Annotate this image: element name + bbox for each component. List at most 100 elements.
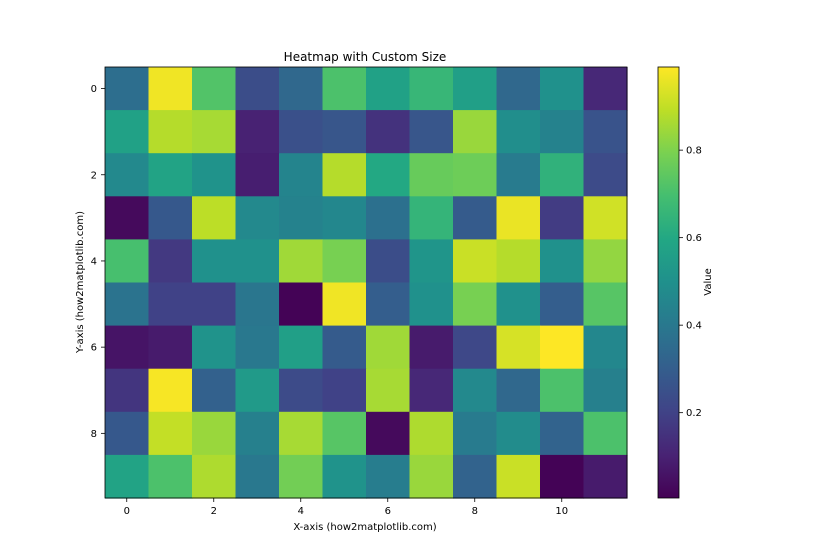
x-tick-label: 10 xyxy=(555,506,568,517)
heatmap-cell xyxy=(540,239,585,284)
heatmap-cell xyxy=(105,110,150,154)
heatmap-cell xyxy=(409,239,454,284)
y-tick-label: 4 xyxy=(91,256,97,267)
heatmap-cell xyxy=(366,411,411,456)
heatmap-cell xyxy=(453,325,498,370)
heatmap-cell xyxy=(409,196,454,240)
heatmap-cell xyxy=(409,110,454,154)
heatmap-cell xyxy=(105,282,150,327)
heatmap-cell xyxy=(322,368,367,413)
heatmap-cell xyxy=(192,282,237,327)
heatmap-cell xyxy=(409,325,454,370)
y-tick-label: 6 xyxy=(91,343,97,354)
heatmap-cell xyxy=(235,110,280,154)
heatmap-cell xyxy=(192,110,237,154)
heatmap-cell xyxy=(366,110,411,154)
heatmap-cell xyxy=(148,239,193,284)
heatmap-cell xyxy=(235,153,280,197)
heatmap-cell xyxy=(409,153,454,197)
heatmap-cell xyxy=(235,282,280,327)
heatmap-cell xyxy=(322,196,367,240)
heatmap-cell xyxy=(105,454,150,499)
heatmap-cell xyxy=(322,282,367,327)
heatmap-cell xyxy=(409,411,454,456)
heatmap-cell xyxy=(540,67,585,111)
chart-title: Heatmap with Custom Size xyxy=(284,50,447,64)
axes: 0 2 4 6 8 10 0 2 4 6 8 xyxy=(91,66,628,517)
heatmap-cell xyxy=(192,67,237,111)
heatmap-cell xyxy=(322,110,367,154)
heatmap-cell xyxy=(409,282,454,327)
heatmap-cell xyxy=(148,411,193,456)
heatmap-cell xyxy=(453,282,498,327)
heatmap-cell xyxy=(148,153,193,197)
heatmap-cell xyxy=(105,239,150,284)
heatmap-cell xyxy=(496,67,541,111)
heatmap-cell xyxy=(322,325,367,370)
heatmap-cell xyxy=(322,454,367,499)
heatmap-cell xyxy=(192,368,237,413)
heatmap-cell xyxy=(409,67,454,111)
heatmap-cell xyxy=(496,110,541,154)
heatmap-cell xyxy=(409,454,454,499)
heatmap-cell xyxy=(148,282,193,327)
heatmap-cell xyxy=(105,67,150,111)
heatmap-cell xyxy=(192,153,237,197)
heatmap-cell xyxy=(366,67,411,111)
heatmap-cell xyxy=(322,239,367,284)
heatmap-cell xyxy=(105,368,150,413)
heatmap-cell xyxy=(453,67,498,111)
heatmap-cell xyxy=(453,411,498,456)
heatmap-cell xyxy=(366,454,411,499)
heatmap-cell xyxy=(148,110,193,154)
heatmap-cell xyxy=(279,153,324,197)
heatmap-cell xyxy=(192,196,237,240)
heatmap-cell xyxy=(540,368,585,413)
heatmap-cell xyxy=(453,196,498,240)
heatmap-cell xyxy=(235,67,280,111)
heatmap-cell xyxy=(540,325,585,370)
heatmap-cell xyxy=(409,368,454,413)
heatmap-cell xyxy=(366,325,411,370)
heatmap-cell xyxy=(366,239,411,284)
heatmap-cell xyxy=(105,196,150,240)
heatmap-cell xyxy=(453,368,498,413)
colorbar-ticks: 0.2 0.4 0.6 0.8 xyxy=(679,146,702,419)
colorbar xyxy=(657,66,680,499)
colorbar-tick-label: 0.8 xyxy=(686,146,702,157)
heatmap-cell xyxy=(148,196,193,240)
heatmap-cell xyxy=(496,368,541,413)
heatmap-cell xyxy=(279,67,324,111)
heatmap-cell xyxy=(148,368,193,413)
heatmap-cell xyxy=(105,325,150,370)
heatmap-cell xyxy=(279,411,324,456)
heatmap-cell xyxy=(366,368,411,413)
colorbar-tick-label: 0.6 xyxy=(686,233,702,244)
heatmap-cell xyxy=(583,153,628,197)
heatmap-cell xyxy=(583,196,628,240)
heatmap-cell xyxy=(105,153,150,197)
heatmap-cell xyxy=(583,454,628,499)
heatmap-cell xyxy=(453,153,498,197)
heatmap-cell xyxy=(583,67,628,111)
heatmap-cell xyxy=(583,110,628,154)
heatmap-cell xyxy=(496,153,541,197)
x-tick-label: 8 xyxy=(472,506,478,517)
heatmap-cell xyxy=(453,454,498,499)
heatmap-cell xyxy=(235,325,280,370)
heatmap-cell xyxy=(496,239,541,284)
heatmap-cell xyxy=(279,110,324,154)
heatmap-cell xyxy=(453,239,498,284)
heatmap-cell xyxy=(496,325,541,370)
colorbar-tick-label: 0.2 xyxy=(686,408,702,419)
heatmap-cell xyxy=(192,454,237,499)
heatmap-cell xyxy=(583,368,628,413)
x-tick-label: 6 xyxy=(385,506,391,517)
heatmap-cell xyxy=(540,411,585,456)
y-axis-label: Y-axis (how2matplotlib.com) xyxy=(75,211,86,354)
heatmap-cell xyxy=(540,196,585,240)
heatmap-cell xyxy=(105,411,150,456)
heatmap-cell xyxy=(235,454,280,499)
heatmap-cell xyxy=(148,67,193,111)
heatmap-cell xyxy=(540,110,585,154)
